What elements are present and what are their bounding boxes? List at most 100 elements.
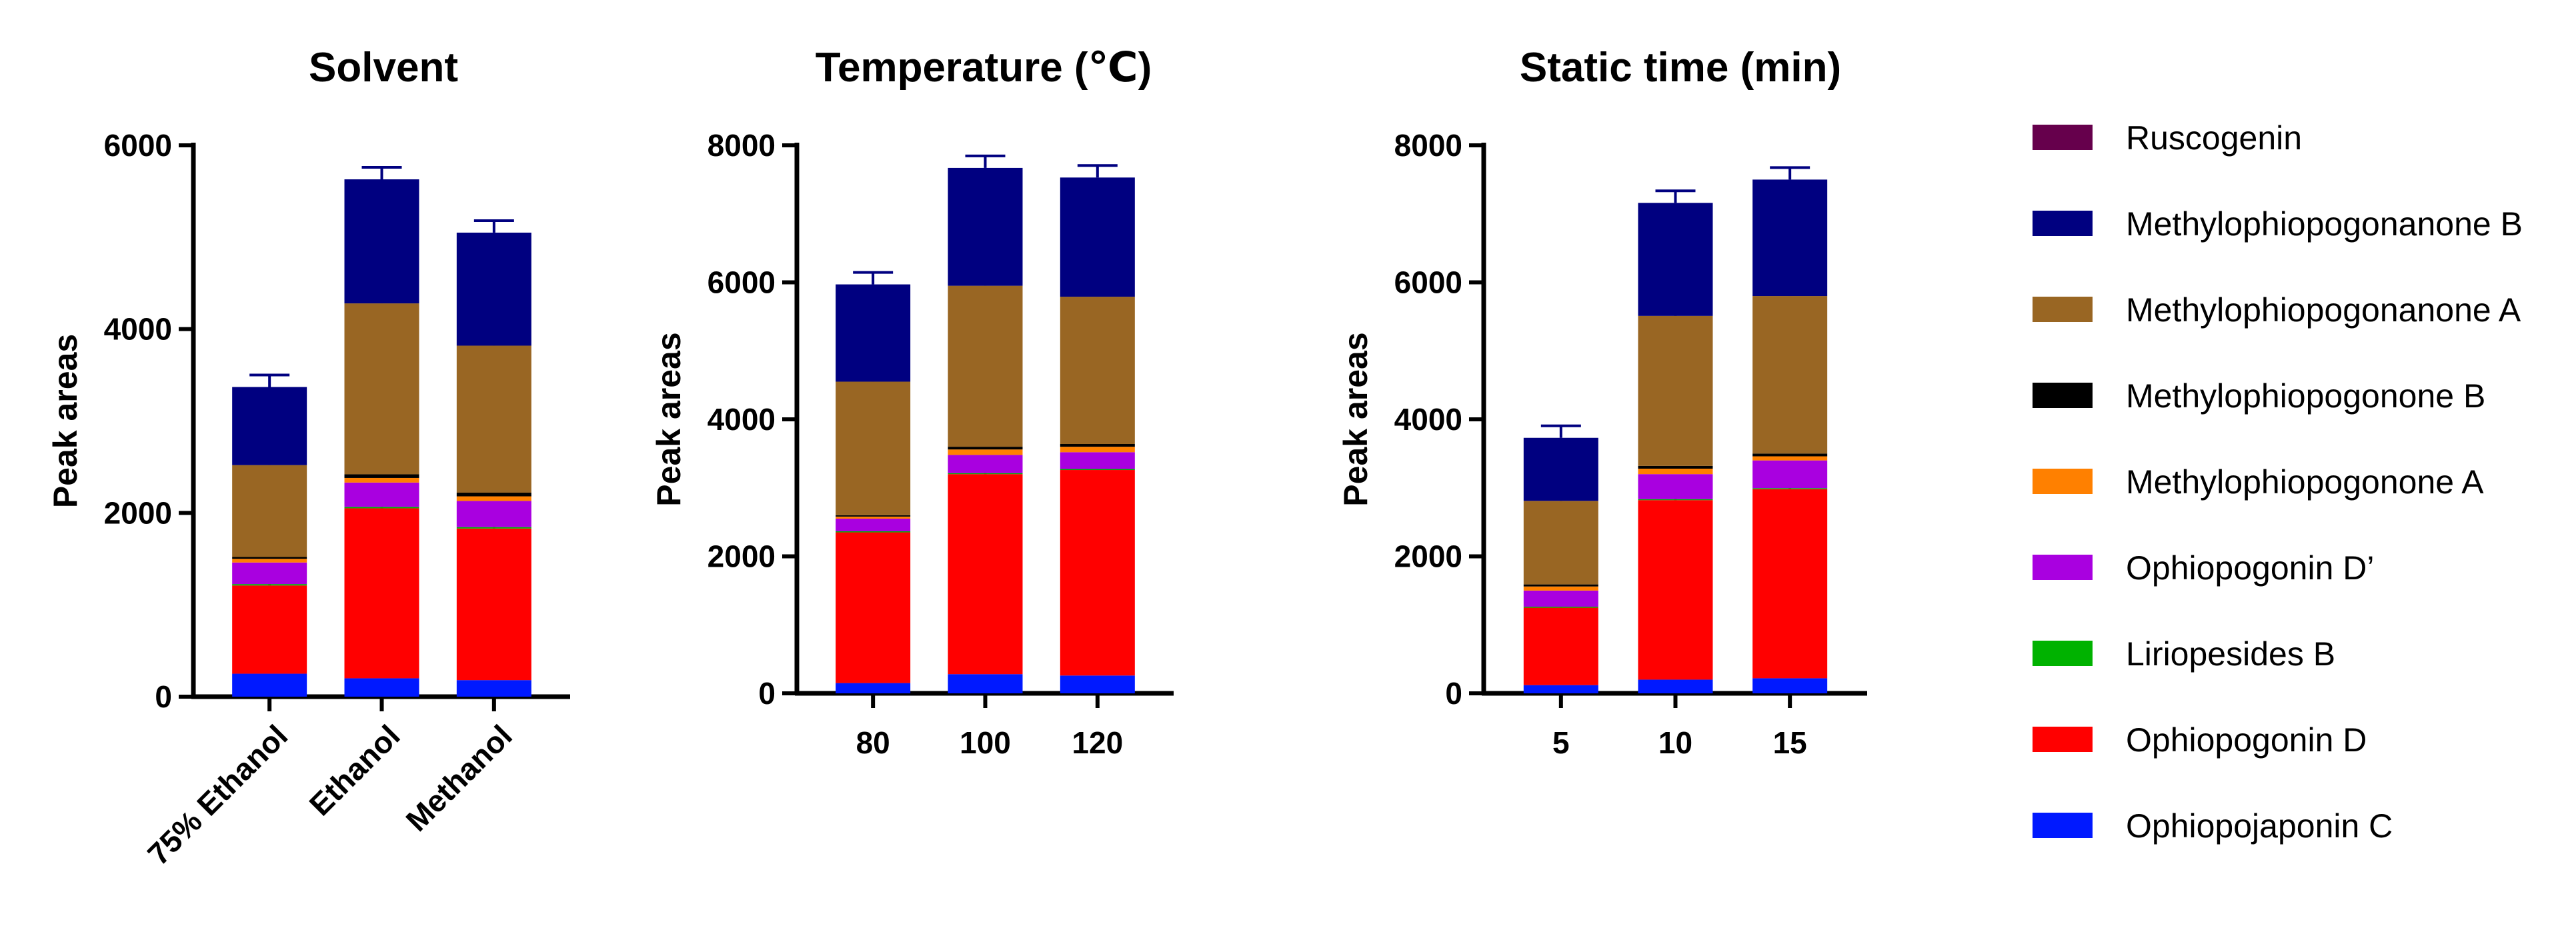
bar-segment-ophiopojaponin-c	[456, 680, 531, 697]
bar-segment-methylophiopogonanone-b	[1060, 177, 1135, 297]
x-tick-label: 15	[1773, 725, 1807, 760]
y-tick-label: 2000	[708, 539, 776, 574]
bar-segment-ophiopogonin-d-	[1638, 474, 1713, 499]
legend-swatch	[2033, 813, 2093, 838]
bar-segment-liriopesides-b	[344, 507, 419, 509]
bar-segment-liriopesides-b	[1638, 499, 1713, 501]
legend-item: Methylophiopogonone A	[2033, 463, 2484, 501]
x-tick-label: Ethanol	[303, 718, 407, 822]
bar-segment-methylophiopogonanone-a	[1752, 296, 1828, 454]
bar-segment-methylophiopogonone-b	[344, 474, 419, 478]
bar-segment-liriopesides-b	[836, 531, 911, 533]
y-tick-label: 4000	[104, 312, 172, 347]
chart-panel-3: Static time (min) Peak areas 0 2000 4000 6000…	[1337, 45, 1867, 760]
x-tick-label: Methanol	[399, 718, 519, 838]
chart-title: Temperature (℃)	[816, 45, 1152, 91]
bar-stack-80	[836, 271, 911, 693]
legend-item: Ophiopojaponin C	[2033, 807, 2393, 845]
y-tick-label: 0	[155, 679, 172, 714]
y-tick-label: 6000	[708, 265, 776, 300]
bar-segment-ophiopogonin-d-	[1523, 590, 1598, 607]
legend-item: Methylophiopogonanone A	[2033, 291, 2521, 329]
legend-swatch	[2033, 211, 2093, 236]
y-tick-label: 8000	[1394, 128, 1462, 163]
bar-segment-methylophiopogonone-b	[836, 515, 911, 517]
y-tick-label: 0	[758, 676, 776, 711]
bar-segment-methylophiopogonanone-b	[344, 179, 419, 304]
bar-segment-methylophiopogonone-a	[948, 449, 1023, 455]
y-tick-label: 2000	[104, 495, 172, 530]
legend-swatch	[2033, 641, 2093, 666]
bar-stack-5	[1523, 424, 1598, 693]
chart-panels: Solvent Peak areas 0 2000 4000 6000 75% Ethano…	[47, 45, 1867, 871]
bar-segment-methylophiopogonone-a	[1523, 586, 1598, 591]
legend-swatch	[2033, 727, 2093, 752]
x-tick-label: 5	[1552, 725, 1570, 760]
y-axis-label: Peak areas	[650, 332, 688, 506]
bar-segment-liriopesides-b	[1523, 607, 1598, 608]
bar-segment-ophiopojaponin-c	[1638, 679, 1713, 693]
y-tick-label: 6000	[1394, 265, 1462, 300]
bar-segment-liriopesides-b	[1060, 469, 1135, 471]
bar-segment-ophiopogonin-d-	[232, 562, 307, 585]
bar-segment-methylophiopogonanone-b	[456, 232, 531, 346]
bar-segment-methylophiopogonanone-a	[456, 345, 531, 493]
x-tick-label: 80	[856, 725, 890, 760]
legend-label: Methylophiopogonone B	[2126, 377, 2485, 415]
bar-stack-100	[948, 154, 1023, 693]
bar-segment-ophiopogonin-d-	[456, 501, 531, 527]
bar-segment-methylophiopogonanone-b	[948, 167, 1023, 286]
legend-item: Ophiopogonin D’	[2033, 549, 2375, 587]
bar-segment-methylophiopogonone-b	[1523, 584, 1598, 587]
y-axis-label: Peak areas	[1337, 332, 1374, 506]
bar-segment-ophiopogonin-d	[456, 528, 531, 681]
bar-stack-methanol	[456, 219, 531, 697]
y-axis-label: Peak areas	[47, 334, 84, 508]
bar-segment-methylophiopogonanone-a	[1060, 297, 1135, 444]
bar-segment-ophiopogonin-d	[232, 585, 307, 674]
bar-segment-ophiopogonin-d-	[948, 455, 1023, 473]
bar-segment-methylophiopogonanone-b	[232, 387, 307, 465]
bar-segment-methylophiopogonanone-b	[1523, 437, 1598, 501]
bar-segment-methylophiopogonone-a	[1060, 447, 1135, 453]
bar-segment-methylophiopogonanone-b	[1752, 179, 1828, 297]
legend-label: Methylophiopogonanone B	[2126, 205, 2523, 243]
bar-stack-15	[1752, 166, 1828, 693]
legend-label: Methylophiopogonone A	[2126, 463, 2484, 501]
bar-segment-ophiopojaponin-c	[836, 683, 911, 693]
bar-segment-ophiopogonin-d	[948, 474, 1023, 675]
x-tick-label: 100	[960, 725, 1011, 760]
legend-item: Liriopesides B	[2033, 635, 2335, 673]
bar-segment-ophiopogonin-d	[1638, 500, 1713, 680]
legend-swatch	[2033, 125, 2093, 150]
legend-label: Ruscogenin	[2126, 119, 2302, 157]
bar-segment-ophiopogonin-d-	[1060, 452, 1135, 469]
y-tick-label: 4000	[1394, 402, 1462, 437]
bar-segment-methylophiopogonone-b	[232, 557, 307, 559]
chart-panel-1: Solvent Peak areas 0 2000 4000 6000 75% Ethano…	[47, 45, 570, 871]
bar-segment-ophiopojaponin-c	[1523, 685, 1598, 693]
bar-segment-ophiopogonin-d	[1752, 489, 1828, 679]
bar-segment-methylophiopogonanone-b	[1638, 203, 1713, 316]
bar-stack-10	[1638, 189, 1713, 693]
y-tick-label: 6000	[104, 128, 172, 163]
bar-stack-ethanol	[344, 165, 419, 697]
y-tick-label: 2000	[1394, 539, 1462, 574]
bar-segment-methylophiopogonone-a	[232, 559, 307, 563]
bar-segment-methylophiopogonone-a	[1638, 468, 1713, 475]
bar-segment-methylophiopogonanone-a	[948, 285, 1023, 447]
bar-segment-methylophiopogonanone-a	[344, 303, 419, 475]
bar-segment-methylophiopogonone-a	[1752, 456, 1828, 461]
bar-segment-methylophiopogonanone-a	[836, 381, 911, 515]
bar-segment-ophiopogonin-d-	[1752, 460, 1828, 489]
legend-item: Methylophiopogonanone B	[2033, 205, 2523, 243]
legend-item: Ophiopogonin D	[2033, 721, 2367, 759]
y-tick-label: 0	[1445, 676, 1462, 711]
bar-segment-methylophiopogonone-b	[948, 447, 1023, 450]
chart-panel-2: Temperature (℃) Peak areas 0 2000 4000 6000 80…	[650, 45, 1174, 760]
bar-segment-methylophiopogonone-b	[456, 493, 531, 497]
bar-segment-ophiopogonin-d-	[836, 518, 911, 531]
bar-segment-methylophiopogonone-b	[1060, 443, 1135, 447]
y-tick-label: 8000	[708, 128, 776, 163]
